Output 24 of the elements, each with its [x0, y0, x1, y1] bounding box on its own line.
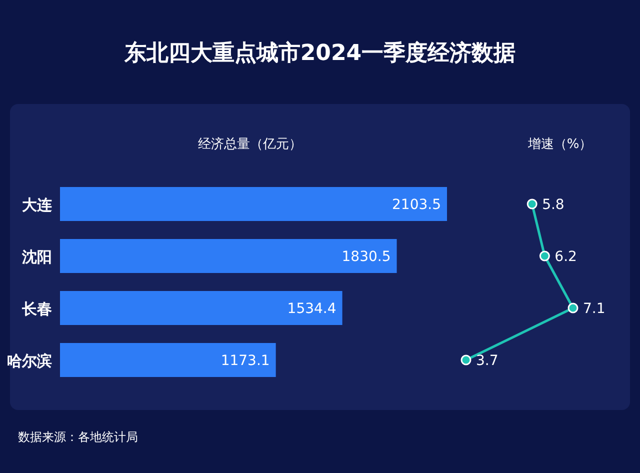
y-tick-label: 哈尔滨: [7, 352, 52, 370]
y-tick-label: 长春: [21, 300, 52, 318]
x-axis-title: 经济总量（亿元）: [198, 137, 302, 152]
data-label: 1534.4: [287, 301, 336, 317]
y-tick-label: 沈阳: [21, 248, 52, 266]
chart-title: 东北四大重点城市2024一季度经济数据: [123, 40, 516, 66]
point: [460, 354, 472, 366]
point: [526, 198, 538, 210]
data-label: 5.8: [542, 197, 564, 213]
point: [568, 302, 578, 314]
data-label: 7.1: [583, 301, 606, 317]
y-tick-label: 大连: [22, 196, 53, 214]
source-note: 数据来源：各地统计局: [18, 430, 138, 444]
x-axis-title: 增速（%）: [526, 137, 592, 152]
bar: [60, 187, 447, 221]
data-label: 2103.5: [392, 197, 441, 213]
data-label: 1173.1: [220, 353, 270, 369]
bar: [60, 239, 397, 273]
data-label: 3.7: [476, 353, 498, 369]
bar: [60, 291, 342, 325]
data-label: 1830.5: [342, 249, 391, 265]
bar: [60, 343, 276, 377]
point: [539, 250, 550, 262]
data-label: 6.2: [554, 249, 577, 265]
